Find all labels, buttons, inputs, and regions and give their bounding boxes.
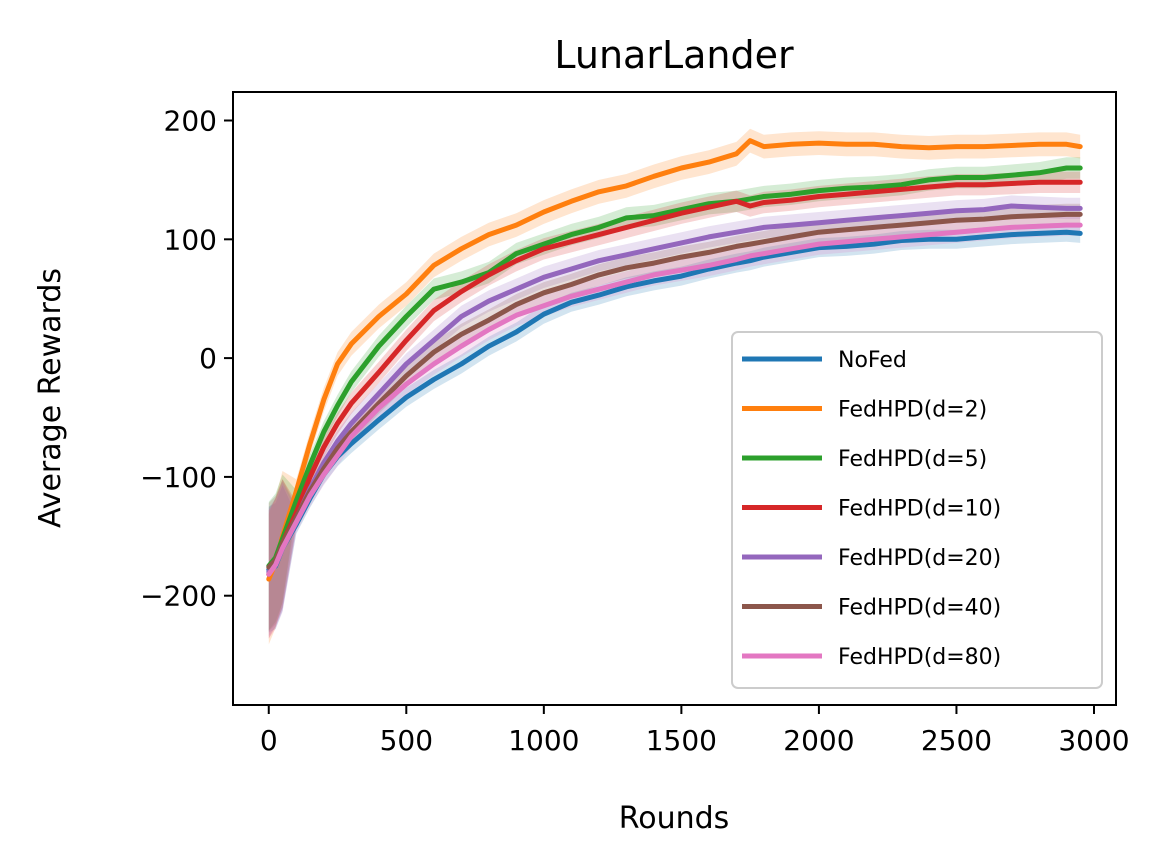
legend-label: FedHPD(d=2): [838, 398, 987, 423]
legend: NoFed FedHPD(d=2) FedHPD(d=5) FedHPD(d=10) F…: [731, 331, 1103, 689]
y-tick-label: −100: [140, 461, 217, 494]
series-line-fedhpd-d-80: [266, 222, 1083, 577]
x-tick-label: 1500: [646, 724, 717, 757]
x-tick-label: 2500: [921, 724, 992, 757]
band-fedhpd-d-20: [268, 195, 1081, 637]
plot-frame: [232, 91, 1117, 706]
legend-label: NoFed: [838, 348, 907, 373]
series-line-fedhpd-d-40: [266, 211, 1083, 570]
x-tick-label: 2000: [783, 724, 854, 757]
x-tick-label: 3000: [1058, 724, 1129, 757]
band-fedhpd-d-5: [268, 157, 1081, 631]
legend-label: FedHPD(d=10): [838, 497, 1001, 522]
legend-label: FedHPD(d=80): [838, 645, 1001, 670]
confidence-bands: [268, 128, 1081, 645]
y-tick-label: 200: [164, 105, 217, 138]
series-line-fedhpd-d-20: [266, 203, 1083, 575]
band-fedhpd-d-10: [268, 171, 1081, 639]
x-axis-ticks: 0 500 1000 1500 2000 2500 3000: [260, 705, 1130, 757]
y-axis-ticks: −200 −100 0 100 200: [140, 105, 233, 613]
y-tick-label: 0: [199, 342, 217, 375]
series-line-fedhpd-d-10: [266, 179, 1083, 577]
x-tick-label: 1000: [508, 724, 579, 757]
chart-title: LunarLander: [554, 33, 794, 77]
legend-box: [731, 331, 1103, 689]
y-tick-label: −200: [140, 580, 217, 613]
legend-label: FedHPD(d=20): [838, 546, 1001, 571]
x-tick-label: 500: [380, 724, 433, 757]
series-lines: [266, 138, 1083, 582]
y-tick-label: 100: [164, 223, 217, 256]
legend-label: FedHPD(d=5): [838, 447, 987, 472]
series-line-fedhpd-d-5: [266, 165, 1083, 569]
series-line-fedhpd-d-2: [266, 138, 1083, 582]
x-tick-label: 0: [260, 724, 278, 757]
x-axis-label: Rounds: [619, 801, 730, 836]
y-axis-label: Average Rewards: [33, 268, 68, 528]
legend-label: FedHPD(d=40): [838, 596, 1001, 621]
